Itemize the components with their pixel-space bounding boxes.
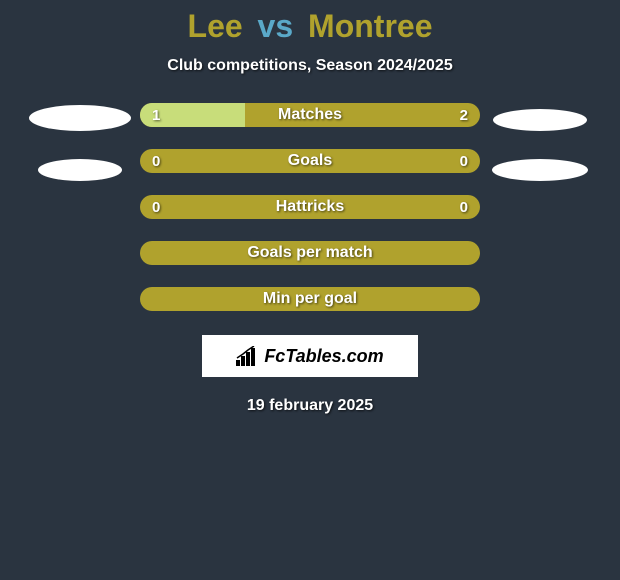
stat-bar: Min per goal (140, 287, 480, 311)
stat-label: Goals per match (140, 241, 480, 265)
stats-area: 12Matches 00Goals 00Hattricks Goals per mat… (0, 103, 620, 311)
logo-text: FcTables.com (264, 346, 383, 367)
comparison-card: Lee vs Montree Club competitions, Season… (0, 0, 620, 415)
stat-bar: Goals per match (140, 241, 480, 265)
stat-label: Hattricks (140, 195, 480, 219)
stat-bar: 00Goals (140, 149, 480, 173)
title-vs: vs (258, 8, 294, 44)
player2-badge (492, 159, 588, 181)
page-title: Lee vs Montree (0, 8, 620, 45)
player2-name: Montree (308, 8, 432, 44)
player1-badge (38, 159, 122, 181)
stat-bars-column: 12Matches 00Goals 00Hattricks Goals per mat… (140, 103, 480, 311)
subtitle: Club competitions, Season 2024/2025 (0, 57, 620, 75)
player2-badge (493, 109, 587, 131)
stat-bar: 00Hattricks (140, 195, 480, 219)
site-logo: FcTables.com (202, 335, 418, 377)
stat-label: Min per goal (140, 287, 480, 311)
date-label: 19 february 2025 (0, 397, 620, 415)
player1-name: Lee (188, 8, 243, 44)
chart-bars-icon (236, 346, 260, 366)
stat-label: Matches (140, 103, 480, 127)
right-ellipse-column (480, 103, 600, 181)
player1-badge (29, 105, 131, 131)
stat-bar: 12Matches (140, 103, 480, 127)
stat-label: Goals (140, 149, 480, 173)
left-ellipse-column (20, 103, 140, 181)
